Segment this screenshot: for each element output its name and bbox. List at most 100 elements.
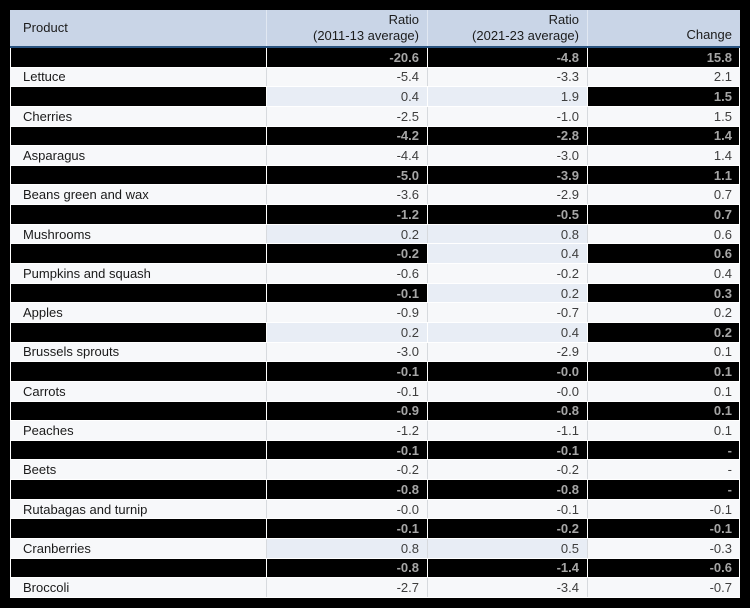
ratio-2021-23-cell: -2.9 [427, 185, 587, 205]
ratio-2021-23-cell: -0.1 [427, 440, 587, 460]
ratio-2011-13-cell: -1.2 [266, 421, 427, 440]
ratio-2021-23-cell: -2.8 [427, 126, 587, 146]
product-ratio-table: Product Ratio (2011-13 average) Ratio (2… [10, 10, 740, 598]
product-cell: Beets [23, 462, 57, 478]
change-cell: 1.4 [587, 126, 740, 146]
ratio-2011-13-cell: -0.8 [266, 480, 427, 499]
ratio-2011-13-cell: -3.6 [266, 185, 427, 205]
ratio-2021-23-cell: -0.2 [427, 264, 587, 283]
table-row: Brussels sprouts -3.0 -2.9 0.1 [10, 342, 740, 363]
change-cell: 0.6 [587, 244, 740, 264]
ratio-2021-23-cell: -0.7 [427, 303, 587, 322]
product-cell: Pumpkins and squash [23, 265, 151, 281]
ratio-2011-13-cell: -4.4 [266, 146, 427, 165]
ratio1-label: Ratio [388, 12, 419, 27]
ratio-2021-23-cell: -0.2 [427, 519, 587, 539]
ratio-2011-13-cell: -0.1 [266, 283, 427, 303]
change-cell: - [587, 460, 740, 480]
ratio-2011-13-cell: -0.9 [266, 303, 427, 322]
product-cell [10, 441, 266, 460]
product-cell: Mushrooms [23, 226, 91, 242]
table-row: 0.2 0.4 0.2 [10, 322, 740, 343]
change-cell: - [587, 440, 740, 460]
change-cell: 0.3 [587, 283, 740, 303]
ratio-2021-23-cell: 0.8 [427, 224, 587, 244]
product-cell: Peaches [23, 422, 74, 438]
table-row: -0.9 -0.8 0.1 [10, 401, 740, 422]
table-row: Carrots -0.1 -0.0 0.1 [10, 381, 740, 402]
change-cell: 1.1 [587, 165, 740, 185]
ratio-2011-13-cell: -4.2 [266, 126, 427, 146]
ratio-2011-13-cell: 0.8 [266, 539, 427, 558]
ratio-2011-13-cell: -0.1 [266, 519, 427, 539]
table-row: -0.1 -0.1 - [10, 440, 740, 461]
ratio2-label: Ratio [548, 12, 579, 27]
table-row: Peaches -1.2 -1.1 0.1 [10, 421, 740, 441]
ratio-2021-23-cell: -0.2 [427, 460, 587, 480]
table-row: -0.8 -1.4 -0.6 [10, 558, 740, 579]
table-row: Lettuce -5.4 -3.3 2.1 [10, 67, 740, 88]
table-row: -0.1 -0.2 -0.1 [10, 519, 740, 540]
ratio-2011-13-cell: -3.0 [266, 342, 427, 362]
product-cell: Cranberries [23, 540, 91, 556]
ratio-2011-13-cell: -0.9 [266, 401, 427, 421]
product-cell: Lettuce [23, 69, 66, 85]
product-cell [10, 48, 266, 67]
ratio-2021-23-cell: 1.9 [427, 87, 587, 106]
column-header-ratio-2011-13: Ratio (2011-13 average) [266, 10, 427, 46]
change-cell: 2.1 [587, 67, 740, 87]
ratio-2011-13-cell: -5.4 [266, 67, 427, 87]
table-header-row: Product Ratio (2011-13 average) Ratio (2… [10, 10, 740, 48]
ratio-2021-23-cell: 0.4 [427, 322, 587, 342]
ratio-2021-23-cell: -4.8 [427, 48, 587, 67]
ratio-2021-23-cell: -3.9 [427, 165, 587, 185]
ratio-2021-23-cell: -2.9 [427, 342, 587, 362]
table-row: -0.1 -0.0 0.1 [10, 362, 740, 382]
table-row: Apples -0.9 -0.7 0.2 [10, 303, 740, 323]
change-cell: 0.1 [587, 381, 740, 401]
column-header-product-label: Product [23, 20, 68, 35]
ratio-2011-13-cell: -2.5 [266, 106, 427, 126]
product-cell [10, 284, 266, 303]
table-row: -0.1 0.2 0.3 [10, 283, 740, 304]
column-header-product: Product [10, 10, 266, 46]
change-cell: 0.1 [587, 362, 740, 381]
ratio-2021-23-cell: -0.5 [427, 205, 587, 224]
change-cell: 0.1 [587, 342, 740, 362]
change-cell: 0.2 [587, 303, 740, 322]
product-cell [10, 362, 266, 381]
change-cell: -0.1 [587, 519, 740, 539]
product-cell: Cherries [23, 108, 73, 124]
table-row: Cherries -2.5 -1.0 1.5 [10, 106, 740, 127]
ratio-2021-23-cell: -1.4 [427, 558, 587, 578]
ratio-2011-13-cell: -0.1 [266, 362, 427, 381]
change-label: Change [686, 27, 732, 42]
product-cell [10, 480, 266, 499]
change-cell: 1.5 [587, 106, 740, 126]
table-row: Asparagus -4.4 -3.0 1.4 [10, 146, 740, 166]
change-cell: 0.7 [587, 185, 740, 205]
product-cell [10, 244, 266, 263]
column-header-change: Change [587, 10, 740, 46]
table-row: -0.2 0.4 0.6 [10, 244, 740, 265]
ratio-2011-13-cell: -0.2 [266, 460, 427, 480]
ratio-2011-13-cell: -0.1 [266, 440, 427, 460]
ratio-2021-23-cell: -0.8 [427, 401, 587, 421]
ratio-2021-23-cell: -1.0 [427, 106, 587, 126]
product-cell: Carrots [23, 383, 66, 399]
change-cell: 0.1 [587, 401, 740, 421]
table-row: Mushrooms 0.2 0.8 0.6 [10, 224, 740, 245]
product-cell [10, 127, 266, 146]
ratio-2011-13-cell: -0.1 [266, 381, 427, 401]
ratio-2021-23-cell: -3.4 [427, 578, 587, 597]
change-cell: -0.6 [587, 558, 740, 578]
ratio-2011-13-cell: 0.2 [266, 224, 427, 244]
product-cell: Brussels sprouts [23, 344, 120, 360]
product-cell [10, 559, 266, 578]
ratio-2011-13-cell: -0.0 [266, 499, 427, 519]
product-cell: Beans green and wax [23, 187, 149, 203]
product-cell [10, 519, 266, 538]
change-cell: 0.4 [587, 264, 740, 283]
table-row: Cranberries 0.8 0.5 -0.3 [10, 539, 740, 559]
ratio1-sublabel: (2011-13 average) [313, 28, 419, 43]
